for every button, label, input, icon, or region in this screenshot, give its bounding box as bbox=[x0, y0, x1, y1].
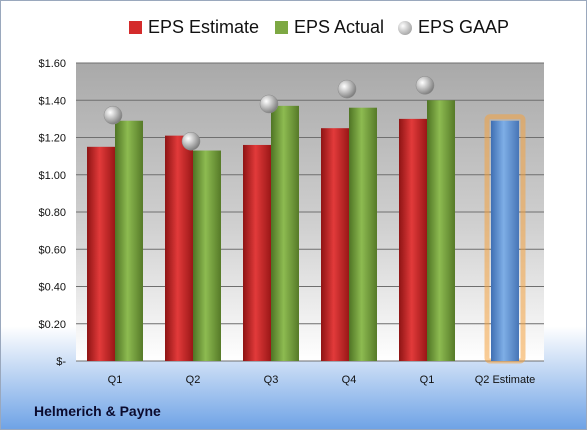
bar-eps-actual bbox=[115, 120, 143, 361]
y-tick-label: $0.80 bbox=[38, 207, 66, 219]
legend-marker-gaap bbox=[398, 20, 412, 35]
y-tick-label: $1.60 bbox=[38, 58, 66, 70]
legend-item-estimate: EPS Estimate bbox=[129, 17, 259, 38]
legend-label-estimate: EPS Estimate bbox=[148, 17, 260, 37]
marker-eps-gaap bbox=[415, 76, 435, 95]
y-tick-label: $0.40 bbox=[38, 282, 66, 294]
y-tick-label: $- bbox=[56, 356, 66, 368]
y-tick-label: $1.00 bbox=[38, 170, 66, 182]
legend-item-actual: EPS Actual bbox=[275, 17, 384, 38]
marker-eps-gaap bbox=[103, 105, 123, 125]
y-tick-label: $0.20 bbox=[38, 319, 66, 331]
bar-eps-actual bbox=[427, 100, 455, 361]
company-name: Helmerich & Payne bbox=[34, 403, 161, 419]
bar-q2-estimate bbox=[491, 120, 519, 361]
legend-label-gaap: EPS GAAP bbox=[418, 17, 510, 37]
x-tick-label: Q4 bbox=[342, 374, 357, 386]
y-tick-label: $1.40 bbox=[38, 95, 66, 107]
legend-swatch-estimate bbox=[129, 21, 142, 34]
y-tick-label: $1.20 bbox=[38, 133, 66, 145]
bar-eps-actual bbox=[193, 150, 221, 361]
bar-eps-actual bbox=[349, 107, 377, 361]
x-tick-label: Q1 bbox=[108, 374, 123, 386]
x-tick-label: Q1 bbox=[420, 374, 435, 386]
x-tick-label: Q2 Estimate bbox=[475, 374, 536, 386]
bar-eps-actual bbox=[271, 105, 299, 362]
marker-eps-gaap bbox=[259, 94, 279, 114]
y-tick-label: $0.60 bbox=[38, 244, 66, 256]
legend: EPS Estimate EPS Actual EPS GAAP bbox=[1, 17, 586, 43]
marker-eps-gaap bbox=[181, 131, 201, 151]
legend-item-gaap: EPS GAAP bbox=[398, 17, 509, 38]
marker-eps-gaap bbox=[337, 79, 357, 99]
bar-eps-estimate bbox=[321, 128, 349, 361]
legend-label-actual: EPS Actual bbox=[294, 17, 385, 37]
bar-eps-estimate bbox=[87, 146, 115, 361]
x-tick-label: Q2 bbox=[186, 374, 201, 386]
bar-eps-estimate bbox=[399, 118, 427, 361]
bar-eps-estimate bbox=[165, 135, 193, 361]
bar-eps-estimate bbox=[243, 144, 271, 361]
legend-swatch-actual bbox=[275, 21, 288, 34]
x-tick-label: Q3 bbox=[264, 374, 279, 386]
